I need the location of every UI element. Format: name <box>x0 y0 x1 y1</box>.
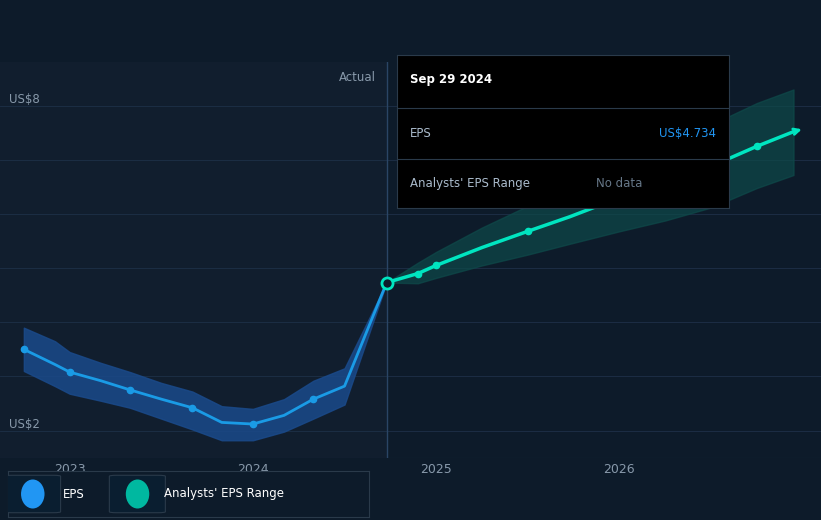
Text: EPS: EPS <box>410 127 432 140</box>
Text: US$8: US$8 <box>9 93 40 106</box>
Bar <box>387 62 821 458</box>
FancyBboxPatch shape <box>5 475 61 513</box>
Text: Sep 29 2024: Sep 29 2024 <box>410 73 492 86</box>
Ellipse shape <box>126 479 149 509</box>
Text: Analysts' EPS Range: Analysts' EPS Range <box>163 488 283 500</box>
Text: Actual: Actual <box>339 71 376 84</box>
Text: US$2: US$2 <box>9 418 40 431</box>
Bar <box>0 62 387 458</box>
Text: Analysts Forecasts: Analysts Forecasts <box>409 71 519 84</box>
Text: US$4.734: US$4.734 <box>658 127 716 140</box>
Ellipse shape <box>21 479 44 509</box>
Text: Analysts' EPS Range: Analysts' EPS Range <box>410 177 530 190</box>
Text: EPS: EPS <box>62 488 84 500</box>
FancyBboxPatch shape <box>109 475 165 513</box>
Text: No data: No data <box>596 177 642 190</box>
